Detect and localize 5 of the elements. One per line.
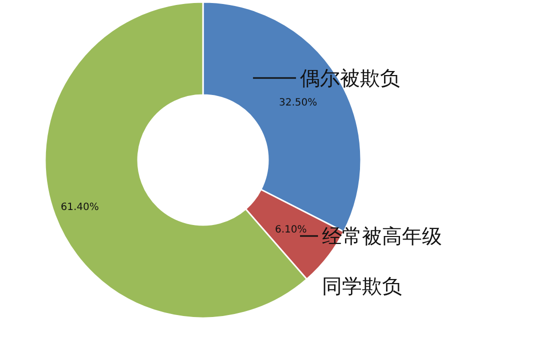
data-label: 6.10% bbox=[274, 224, 307, 236]
category-label: 经常被高年级同学欺负 bbox=[322, 224, 442, 298]
slice-label: 偶尔被欺负 bbox=[300, 66, 400, 90]
data-label: 32.50% bbox=[279, 98, 318, 109]
data-label: 61.40% bbox=[60, 202, 99, 214]
